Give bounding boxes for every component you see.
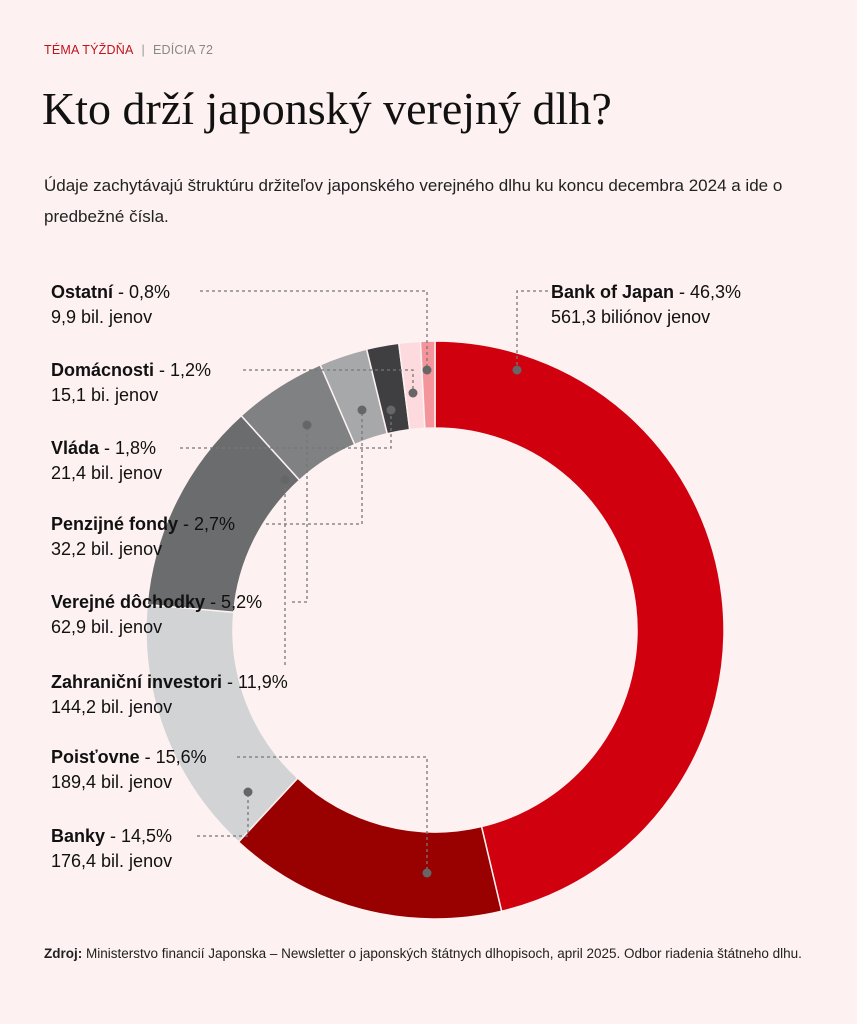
leader-line	[197, 792, 249, 837]
source-label: Zdroj:	[44, 946, 83, 961]
label-percent: - 1,8%	[99, 438, 157, 458]
label-amount: 9,9 bil. jenov	[51, 307, 153, 327]
label-percent: - 15,6%	[139, 747, 207, 767]
label-amount: 189,4 bil. jenov	[51, 772, 173, 792]
label-percent: - 14,5%	[105, 826, 173, 846]
label-percent: - 1,2%	[154, 360, 212, 380]
subtitle: Údaje zachytávajú štruktúru držiteľov ja…	[44, 176, 783, 226]
label-name: Zahraniční investori	[51, 672, 223, 692]
slice-label: Verejné dôchodky - 5,2% 62,9 bil. jenov	[51, 590, 262, 640]
leader-line	[516, 290, 548, 370]
source-note: Zdroj: Ministerstvo financií Japonska – …	[44, 944, 824, 963]
label-amount: 561,3 biliónov jenov	[551, 307, 711, 327]
label-amount: 144,2 bil. jenov	[51, 697, 173, 717]
leader-line	[292, 425, 308, 603]
leader-dot	[280, 475, 290, 485]
kicker: TÉMA TÝŽDŇA | EDÍCIA 72	[44, 43, 213, 57]
slice-label: Zahraniční investori - 11,9% 144,2 bil. j…	[51, 670, 288, 720]
slice-ostatní	[419, 340, 436, 430]
label-name: Bank of Japan	[551, 282, 675, 302]
separator: |	[141, 43, 145, 57]
leader-dot	[422, 365, 432, 375]
leader-line	[266, 410, 363, 525]
label-amount: 15,1 bi. jenov	[51, 385, 159, 405]
page-title: Kto drží japonský verejný dlh?	[42, 83, 612, 134]
label-amount: 21,4 bil. jenov	[51, 463, 163, 483]
leader-line	[180, 410, 392, 449]
slice-bank-of-japan	[434, 340, 725, 913]
label-name: Banky	[51, 826, 106, 846]
slice-label: Poisťovne - 15,6% 189,4 bil. jenov	[51, 745, 207, 795]
slice-label: Bank of Japan - 46,3% 561,3 biliónov jeno…	[551, 280, 741, 330]
slice-label: Banky - 14,5% 176,4 bil. jenov	[51, 824, 172, 874]
label-percent: - 0,8%	[113, 282, 171, 302]
label-amount: 32,2 bil. jenov	[51, 539, 163, 559]
leader-dot	[302, 420, 312, 430]
label-name: Penzijné fondy	[51, 514, 179, 534]
leader-dot	[408, 388, 418, 398]
leader-dot	[357, 405, 367, 415]
label-amount: 176,4 bil. jenov	[51, 851, 173, 871]
label-percent: - 46,3%	[674, 282, 742, 302]
label-amount: 62,9 bil. jenov	[51, 617, 163, 637]
edition-label: EDÍCIA 72	[152, 43, 214, 57]
leader-dot	[422, 868, 432, 878]
label-name: Vláda	[51, 438, 100, 458]
slice-label: Ostatní - 0,8% 9,9 bil. jenov	[51, 280, 170, 330]
label-name: Verejné dôchodky	[51, 592, 206, 612]
source-text: Ministerstvo financií Japonska – Newslet…	[82, 946, 802, 961]
leader-line	[243, 369, 414, 393]
slice-label: Penzijné fondy - 2,7% 32,2 bil. jenov	[51, 512, 235, 562]
label-name: Ostatní	[51, 282, 114, 302]
label-name: Poisťovne	[51, 747, 140, 767]
label-percent: - 11,9%	[222, 672, 288, 692]
slice-label: Domácnosti - 1,2% 15,1 bi. jenov	[51, 358, 211, 408]
label-name: Domácnosti	[51, 360, 155, 380]
label-percent: - 2,7%	[178, 514, 236, 534]
topic-label: TÉMA TÝŽDŇA	[44, 43, 134, 57]
leader-dot	[386, 405, 396, 415]
leader-dot	[512, 365, 522, 375]
leader-dot	[243, 787, 253, 797]
slice-label: Vláda - 1,8% 21,4 bil. jenov	[51, 436, 162, 486]
label-percent: - 5,2%	[205, 592, 263, 612]
